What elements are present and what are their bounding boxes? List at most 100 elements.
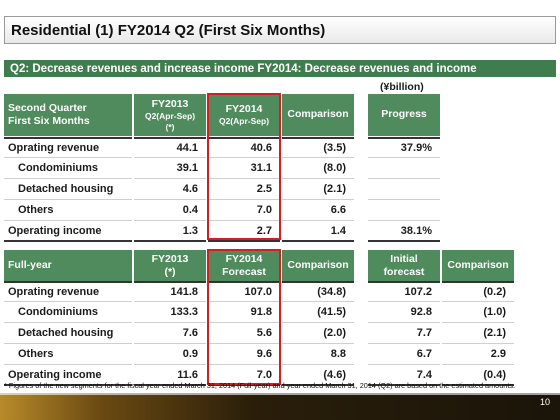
q2-comparison-value: 1.4 <box>330 224 346 237</box>
q2-row-2-fy2013-cell: 4.6 <box>134 179 206 200</box>
fy-initial-value: 7.7 <box>416 327 432 339</box>
q2-fy2013-value: 1.3 <box>182 224 198 237</box>
fy-row-0-fy2014-cell: 107.0 <box>208 281 280 302</box>
q2-row-2-label-cell: Detached housing <box>4 179 132 200</box>
q2-row-4-label-cell: Operating income <box>4 221 132 242</box>
fy-header-fy2014-title: FY2014 <box>225 252 263 265</box>
q2-row-4-fy2013-cell: 1.3 <box>134 221 206 242</box>
q2-header-fy2013: FY2013 Q2(Apr-Sep) (*) <box>134 94 206 136</box>
q2-header-label: Second Quarter First Six Months <box>4 94 132 136</box>
fy-header-comparison-initial: Comparison <box>442 250 514 282</box>
q2-header-label-line2: First Six Months <box>8 115 90 127</box>
fy-label-value: Detached housing <box>18 327 114 339</box>
fy-fy2013-value: 11.6 <box>177 368 198 381</box>
fy-fy2014-value: 91.8 <box>250 306 272 318</box>
fy-header-fy2013: FY2013 (*) <box>134 250 206 282</box>
q2-comparison-value: (3.5) <box>323 142 346 154</box>
q2-progress-value <box>368 200 440 220</box>
fy-row-2-initial-cell: 7.7 <box>368 323 440 344</box>
fy-row-2-comparison2-cell: (2.1) <box>442 323 514 344</box>
fy-row-0-fy2013-cell: 141.8 <box>134 281 206 302</box>
fy-header-comparison: Comparison <box>282 250 354 282</box>
q2-fy2014-value: 7.0 <box>256 204 272 216</box>
q2-label-value: Others <box>18 204 54 216</box>
fy-row-0-initial-cell: 107.2 <box>368 281 440 302</box>
fy-comparison-value: (41.5) <box>317 306 346 318</box>
q2-row-3-progress-cell <box>368 200 440 221</box>
fy-row-3-comparison2-cell: 2.9 <box>442 344 514 365</box>
fy-initial-value: 6.7 <box>416 348 432 360</box>
q2-progress-value <box>368 179 440 199</box>
fy-fy2014-value: 9.6 <box>256 348 272 360</box>
fy-row-3-fy2013-cell: 0.9 <box>134 344 206 365</box>
fy-fy2014-value: 7.0 <box>256 368 272 381</box>
footer-stripe <box>0 393 560 395</box>
q2-row-3-fy2013-cell: 0.4 <box>134 200 206 221</box>
fy-fy2013-value: 7.6 <box>182 327 198 339</box>
q2-progress-value <box>368 158 440 178</box>
fy-comparison-value: (34.8) <box>317 286 346 298</box>
fy-label-value: Condominiums <box>18 306 99 318</box>
q2-label-value: Operating income <box>8 224 102 237</box>
q2-label-value: Condominiums <box>18 162 99 174</box>
q2-fy2013-value: 0.4 <box>182 204 198 216</box>
fy-header-initial-forecast: Initial forecast <box>368 250 440 282</box>
fy-label-value: Oprating revenue <box>8 286 100 298</box>
q2-fy2013-value: 4.6 <box>182 183 198 195</box>
fy-fy2014-value: 107.0 <box>244 286 272 298</box>
fy-comparison-value: (2.0) <box>323 327 346 339</box>
fy-row-1-fy2014-cell: 91.8 <box>208 302 280 323</box>
q2-row-1-comparison-cell: (8.0) <box>282 158 354 179</box>
q2-row-0-fy2013-cell: 44.1 <box>134 137 206 158</box>
fy-comparison-value: 8.8 <box>330 348 346 360</box>
q2-comparison-value: 6.6 <box>330 204 346 216</box>
q2-comparison-value: (2.1) <box>323 183 346 195</box>
fy-row-4-comparison-cell: (4.6) <box>282 365 354 386</box>
fy-row-1-fy2013-cell: 133.3 <box>134 302 206 323</box>
q2-row-1-fy2014-cell: 31.1 <box>208 158 280 179</box>
q2-row-3-label-cell: Others <box>4 200 132 221</box>
q2-fy2014-value: 31.1 <box>250 162 272 174</box>
fy-row-2-comparison-cell: (2.0) <box>282 323 354 344</box>
fy-comparison2-value: (0.2) <box>483 286 506 298</box>
fy-row-4-comparison2-cell: (0.4) <box>442 365 514 386</box>
q2-row-0-comparison-cell: (3.5) <box>282 137 354 158</box>
fy-fy2013-value: 133.3 <box>170 306 198 318</box>
fy-label-value: Operating income <box>8 368 102 381</box>
fy-row-4-label-cell: Operating income <box>4 365 132 386</box>
fy-row-0-comparison-cell: (34.8) <box>282 281 354 302</box>
q2-comparison-value: (8.0) <box>323 162 346 174</box>
q2-header-fy2014-period: Q2(Apr-Sep) <box>218 116 270 127</box>
q2-header-fy2014: FY2014 Q2(Apr-Sep) <box>208 94 280 136</box>
q2-header-comparison: Comparison <box>282 94 354 136</box>
slide-title: Residential (1) FY2014 Q2 (First Six Mon… <box>4 16 556 44</box>
q2-row-1-progress-cell <box>368 158 440 179</box>
fy-row-3-initial-cell: 6.7 <box>368 344 440 365</box>
fy-row-3-fy2014-cell: 9.6 <box>208 344 280 365</box>
q2-fy2013-value: 44.1 <box>176 142 198 154</box>
fy-row-2-fy2014-cell: 5.6 <box>208 323 280 344</box>
fy-header-label: Full-year <box>4 250 132 282</box>
footer-bar: 10 <box>0 393 560 420</box>
fy-row-0-label-cell: Oprating revenue <box>4 281 132 302</box>
q2-header-fy2013-note: (*) <box>165 121 175 132</box>
fy-row-1-comparison-cell: (41.5) <box>282 302 354 323</box>
q2-row-1-label-cell: Condominiums <box>4 158 132 179</box>
fy-row-1-comparison2-cell: (1.0) <box>442 302 514 323</box>
q2-row-0-label-cell: Oprating revenue <box>4 137 132 158</box>
q2-row-4-comparison-cell: 1.4 <box>282 221 354 242</box>
unit-label: (¥billion) <box>380 81 424 93</box>
fy-initial-value: 107.2 <box>404 286 432 298</box>
q2-row-2-comparison-cell: (2.1) <box>282 179 354 200</box>
q2-fy2013-value: 39.1 <box>176 162 198 174</box>
fy-row-4-fy2014-cell: 7.0 <box>208 365 280 386</box>
q2-label-value: Oprating revenue <box>8 142 100 154</box>
fy-row-1-initial-cell: 92.8 <box>368 302 440 323</box>
summary-banner: Q2: Decrease revenues and increase incom… <box>4 60 556 77</box>
q2-header-progress: Progress <box>368 94 440 136</box>
q2-row-0-fy2014-cell: 40.6 <box>208 137 280 158</box>
fy-row-2-label-cell: Detached housing <box>4 323 132 344</box>
fy-row-0-comparison2-cell: (0.2) <box>442 281 514 302</box>
page-number: 10 <box>539 397 550 407</box>
fy-row-1-label-cell: Condominiums <box>4 302 132 323</box>
